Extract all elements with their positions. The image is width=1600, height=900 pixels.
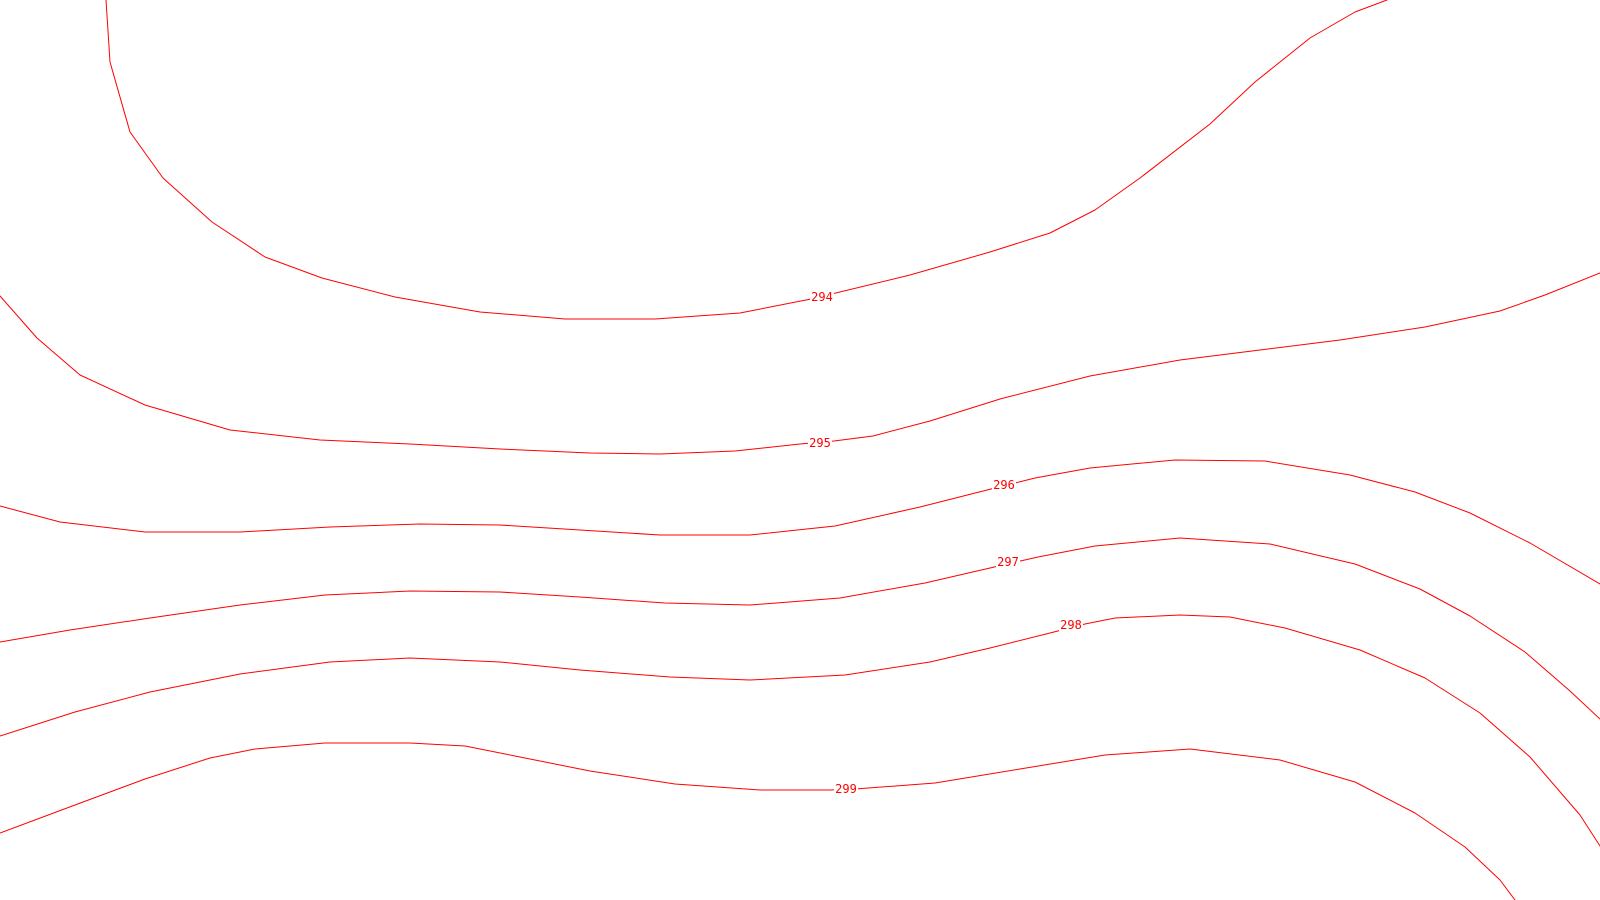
contour-label-bg-297 — [996, 556, 1020, 568]
contour-label-bg-298 — [1059, 619, 1083, 631]
contour-298: 298 — [0, 614, 1600, 847]
contour-line-299 — [0, 742, 1516, 900]
contour-label-297: 297 — [997, 555, 1019, 569]
contour-294: 294 — [105, 0, 1388, 320]
contour-label-bg-294 — [810, 291, 834, 303]
contour-296: 296 — [0, 459, 1600, 585]
contour-label-296: 296 — [993, 478, 1015, 492]
contour-line-296 — [0, 459, 1600, 585]
contour-line-298 — [0, 614, 1600, 847]
contour-299: 299 — [0, 742, 1516, 900]
contour-label-298: 298 — [1060, 618, 1082, 632]
contour-label-299: 299 — [835, 782, 857, 796]
contour-line-297 — [0, 537, 1600, 720]
contour-297: 297 — [0, 537, 1600, 720]
contour-label-bg-295 — [808, 437, 832, 449]
contour-label-295: 295 — [809, 436, 831, 450]
contour-line-294 — [105, 0, 1388, 320]
contour-label-294: 294 — [811, 290, 833, 304]
contour-295: 295 — [0, 272, 1600, 455]
contour-label-bg-299 — [834, 783, 858, 795]
contour-line-295 — [0, 272, 1600, 455]
contour-label-bg-296 — [992, 479, 1016, 491]
